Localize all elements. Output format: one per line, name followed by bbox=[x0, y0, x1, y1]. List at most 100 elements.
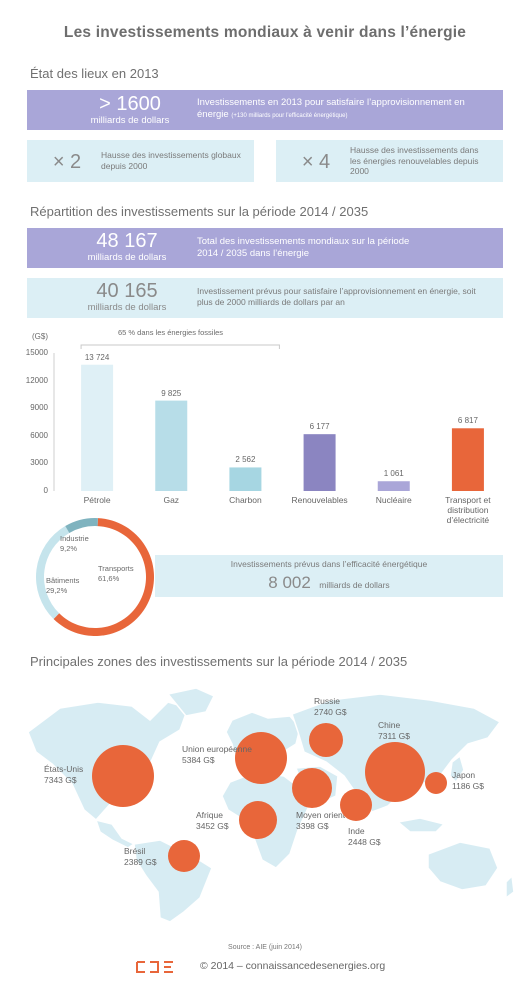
map-greenland bbox=[166, 687, 216, 717]
zone-value: 3452 G$ bbox=[196, 820, 229, 831]
total-2035-box: 48 167 milliards de dollars Total des in… bbox=[27, 228, 503, 268]
zone-name: Russie bbox=[314, 696, 340, 706]
total-2013-desc: Investissements en 2013 pour satisfaire … bbox=[197, 97, 465, 121]
bar-value-label: 2 562 bbox=[235, 455, 256, 465]
supply-value: 40 165 bbox=[96, 280, 158, 302]
zone-label: Moyen orient 3398 G$ bbox=[296, 810, 345, 831]
bar-category-label: Gaz bbox=[163, 495, 180, 505]
map-new-zealand bbox=[505, 874, 515, 900]
y-axis-unit: (G$) bbox=[32, 332, 48, 341]
zone-bubble bbox=[168, 840, 200, 872]
page-title: Les investissements mondiaux à venir dan… bbox=[63, 24, 467, 41]
mult2-value: × 2 bbox=[52, 151, 82, 173]
efficiency-box: Investissements prévus dans l’efficacité… bbox=[155, 555, 503, 597]
y-tick-label: 12000 bbox=[25, 375, 48, 385]
zone-name: Chine bbox=[378, 720, 401, 730]
supply-box: 40 165 milliards de dollars Investisseme… bbox=[27, 278, 503, 318]
bar-3 bbox=[303, 434, 336, 491]
world-map: États-Unis 7343 G$ Union européenne 5384 G$… bbox=[0, 672, 530, 922]
bar-2 bbox=[229, 467, 262, 491]
map-south-east-asia bbox=[396, 817, 446, 833]
donut-industrie-name: Industrie bbox=[60, 534, 89, 543]
total-2035-desc: Total des investissements mondiaux sur l… bbox=[197, 236, 410, 260]
zone-bubble bbox=[235, 732, 287, 784]
zone-bubble bbox=[239, 801, 277, 839]
efficiency-desc: Investissements prévus dans l’efficacité… bbox=[230, 559, 428, 569]
supply-unit: milliards de dollars bbox=[87, 302, 167, 313]
map-bubbles: États-Unis 7343 G$ Union européenne 5384 G$… bbox=[0, 672, 530, 922]
donut-slice-0 bbox=[53, 518, 155, 636]
section-heading-zones: Principales zones des investissements su… bbox=[30, 654, 408, 669]
zone-label: Russie 2740 G$ bbox=[314, 696, 347, 717]
bar-chart-svg bbox=[53, 344, 484, 491]
donut-batiments-name: Bâtiments bbox=[46, 576, 80, 585]
bar-chart-labels: 15000 12000 9000 6000 3000 0 13 724 Pétrole 9 82… bbox=[0, 325, 530, 535]
bar-chart: (G$) 65 % dans les énergies fossiles 150… bbox=[0, 325, 530, 535]
zone-name: États-Unis bbox=[44, 764, 84, 774]
bar-1 bbox=[155, 400, 188, 491]
cde-logo bbox=[136, 960, 174, 973]
zone-label: Afrique 3452 G$ bbox=[196, 810, 229, 831]
total-2013-unit: milliards de dollars bbox=[90, 115, 170, 126]
zone-label: Inde 2448 G$ bbox=[348, 826, 381, 847]
mult4-box: × 4 Hausse des investissements dans les … bbox=[276, 140, 503, 182]
total-2035-value: 48 167 bbox=[96, 230, 158, 252]
supply-desc: Investissement prévus pour satisfaire l’… bbox=[197, 286, 476, 308]
y-tick-label: 0 bbox=[43, 486, 48, 495]
bar-4 bbox=[377, 481, 410, 491]
donut-transports-value: 61,6% bbox=[98, 573, 120, 583]
bar-0 bbox=[81, 364, 114, 491]
bar-value-label: 13 724 bbox=[84, 352, 110, 362]
zone-value: 1186 G$ bbox=[452, 780, 484, 791]
zone-value: 3398 G$ bbox=[296, 820, 329, 831]
mult2-box: × 2 Hausse des investissements globaux d… bbox=[27, 140, 254, 182]
bar-value-label: 1 061 bbox=[383, 469, 404, 479]
zone-bubble bbox=[92, 745, 154, 807]
zone-bubble bbox=[292, 768, 332, 808]
zone-label: Union européenne 5384 G$ bbox=[182, 744, 252, 765]
zone-bubble bbox=[425, 772, 447, 794]
zone-label: Japon 1186 G$ bbox=[452, 770, 484, 791]
efficiency-unit: milliards de dollars bbox=[319, 580, 390, 590]
zone-name: Japon bbox=[452, 770, 476, 780]
donut-svg bbox=[35, 518, 155, 636]
y-tick-label: 9000 bbox=[30, 403, 48, 413]
donut-industrie-value: 9,2% bbox=[60, 543, 78, 553]
efficiency-value: 8 002 bbox=[268, 573, 311, 592]
bar-value-label: 6 817 bbox=[457, 416, 478, 426]
zone-name: Moyen orient bbox=[296, 810, 346, 820]
bar-category-label: Pétrole bbox=[83, 495, 111, 505]
total-2013-box: > 1600 milliards de dollars Investisseme… bbox=[27, 90, 503, 130]
zone-name: Brésil bbox=[124, 846, 146, 856]
zone-bubble bbox=[309, 723, 343, 757]
map-australia bbox=[427, 841, 499, 891]
y-tick-label: 3000 bbox=[30, 458, 48, 468]
donut-slice-1 bbox=[35, 526, 70, 619]
efficiency-donut: Industrie 9,2% Bâtiments 29,2% Transport… bbox=[30, 512, 160, 642]
zone-value: 2448 G$ bbox=[348, 836, 381, 847]
bar-category-label: Nucléaire bbox=[375, 495, 412, 505]
section-heading-2035: Répartition des investissements sur la p… bbox=[30, 204, 369, 219]
source-note: Source : AIE (juin 2014) bbox=[228, 944, 302, 951]
bar-category-label: Charbon bbox=[229, 495, 262, 505]
map-japan bbox=[449, 754, 465, 784]
y-tick-label: 6000 bbox=[30, 430, 48, 440]
fossil-bracket bbox=[80, 344, 280, 349]
donut-batiments-value: 29,2% bbox=[46, 585, 68, 595]
mult4-value: × 4 bbox=[301, 151, 331, 173]
zone-bubble bbox=[340, 789, 372, 821]
map-central-america bbox=[94, 818, 136, 849]
donut-label-transports: Transports 61,6% bbox=[98, 564, 134, 584]
zone-name: Union européenne bbox=[182, 744, 252, 754]
zone-name: Afrique bbox=[196, 810, 223, 820]
zone-label: Brésil 2389 G$ bbox=[124, 846, 157, 867]
zone-value: 7343 G$ bbox=[44, 774, 77, 785]
donut-label-batiments: Bâtiments 29,2% bbox=[46, 576, 79, 596]
donut-slice-2 bbox=[65, 518, 98, 533]
section-heading-2013: État des lieux en 2013 bbox=[30, 66, 159, 81]
logo-icon bbox=[136, 961, 173, 973]
mult4-desc: Hausse des investissements dans les éner… bbox=[350, 145, 479, 177]
donut-transports-name: Transports bbox=[98, 564, 134, 573]
donut-label-industrie: Industrie 9,2% bbox=[60, 534, 89, 554]
bar-category-label: Transport et distribution d’électricité bbox=[445, 495, 491, 525]
